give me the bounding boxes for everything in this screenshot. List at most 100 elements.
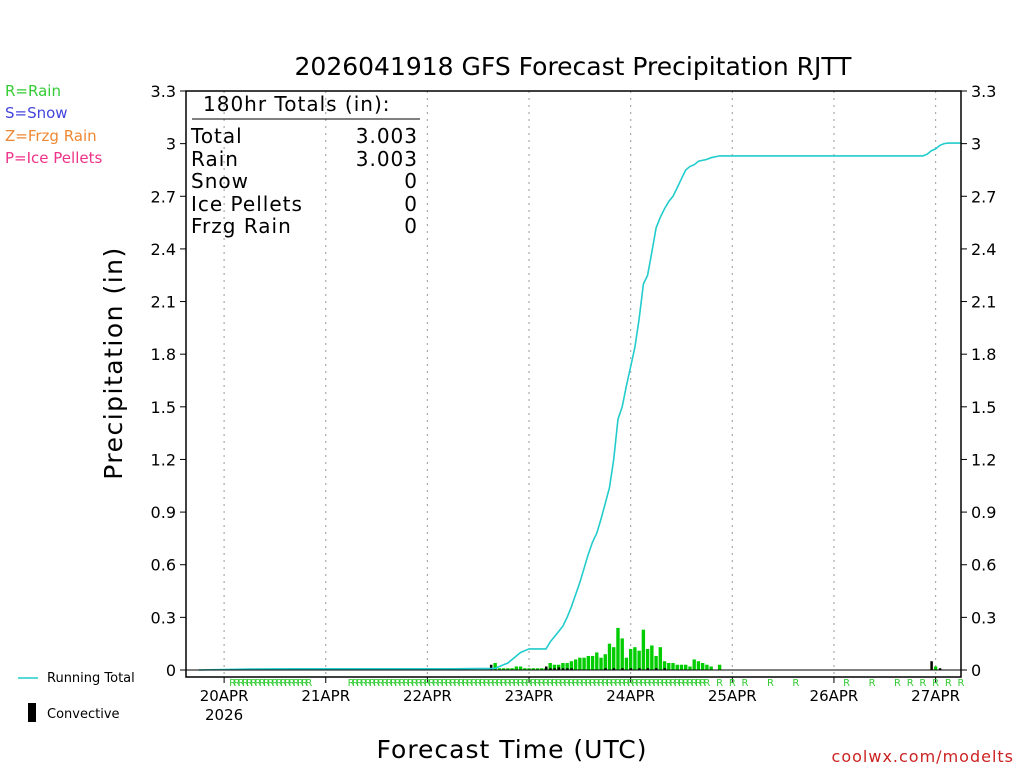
ptype-marker: R [695, 678, 702, 689]
convective-bar [621, 668, 624, 670]
y-axis-label: Precipitation (in) [99, 246, 128, 480]
ptype-marker: R [233, 678, 240, 689]
precip-bar [535, 668, 540, 670]
ptype-marker: R [466, 678, 473, 689]
ptype-marker: R [678, 678, 685, 689]
ptype-marker: R [555, 678, 562, 689]
ptype-marker: R [589, 678, 596, 689]
y-tick-label-right: 0.9 [971, 503, 996, 522]
ptype-marker: R [742, 678, 749, 689]
convective-bar [553, 668, 556, 670]
legend-convective: Convective [47, 707, 120, 722]
x-tick-label: 23APR [505, 687, 554, 705]
precip-bar [650, 645, 654, 670]
ptype-marker: R [767, 678, 774, 689]
y-tick-label-right: 1.5 [971, 398, 996, 417]
ptype-marker: R [598, 678, 605, 689]
x-tick-label: 24APR [606, 687, 655, 705]
totals-label-ice-pellets: Ice Pellets [191, 192, 303, 216]
ptype-marker: R [792, 678, 799, 689]
precip-bar [599, 657, 603, 670]
ptype-marker: R [614, 678, 621, 689]
precip-bar [658, 647, 663, 670]
ptype-marker: R [686, 678, 693, 689]
ptype-marker: R [424, 678, 431, 689]
y-tick-label-right: 1.2 [971, 450, 996, 469]
ptype-marker: R [919, 678, 926, 689]
x-tick-label: 20APR [200, 687, 249, 705]
ptype-marker: R [568, 678, 575, 689]
precip-bar [700, 662, 705, 670]
precip-bar [641, 629, 646, 670]
y-tick-label: 1.8 [151, 345, 176, 364]
precip-bars [493, 627, 938, 670]
ptype-marker: R [564, 678, 571, 689]
ptype-marker: R [420, 678, 427, 689]
y-tick-label: 0.9 [151, 503, 176, 522]
ptype-marker: R [869, 678, 876, 689]
ptype-marker: R [246, 678, 253, 689]
ptype-marker: R [619, 678, 626, 689]
convective-bar [566, 668, 569, 670]
x-tick-label: 21APR [301, 687, 350, 705]
precip-bar [569, 661, 574, 670]
ptype-marker: R [648, 678, 655, 689]
ptype-marker: R [623, 678, 630, 689]
y-tick-label-right: 3.3 [971, 82, 996, 101]
ptype-marker: R [284, 678, 291, 689]
legend-convective-swatch [28, 703, 36, 722]
precip-bar [514, 666, 519, 670]
ptype-marker: R [475, 678, 482, 689]
legend-ice-pellets: P=Ice Pellets [5, 149, 102, 167]
convective-bar [629, 668, 633, 670]
ptype-marker: R [521, 678, 528, 689]
precip-bar [696, 661, 701, 670]
ptype-marker: R [369, 678, 376, 689]
ptype-marker: R [242, 678, 249, 689]
ptype-marker: R [509, 678, 516, 689]
precip-bar [527, 668, 531, 670]
precip-bar [612, 647, 616, 670]
ptype-marker: R [636, 678, 643, 689]
ptype-marker: R [716, 678, 723, 689]
ptype-marker: R [682, 678, 689, 689]
ptype-marker: R [504, 678, 511, 689]
ptype-marker: R [471, 678, 478, 689]
precip-bar [645, 648, 650, 670]
ptype-marker: R [348, 678, 355, 689]
precip-bar [620, 638, 624, 670]
y-tick-label: 3 [166, 135, 176, 154]
precip-bar [493, 662, 497, 670]
ptype-marker: R [657, 678, 664, 689]
x-tick-label: 25APR [708, 687, 757, 705]
precip-bar [616, 627, 620, 670]
precip-bar [497, 668, 502, 670]
ptype-marker: R [271, 678, 278, 689]
ptype-marker: R [437, 678, 444, 689]
precip-bar [628, 648, 633, 670]
ptype-marker: R [894, 678, 901, 689]
ptype-marker: R [305, 678, 312, 689]
precip-bar [709, 666, 713, 670]
ptype-marker: R [513, 678, 520, 689]
ptype-marker: R [441, 678, 448, 689]
ptype-marker: R [500, 678, 507, 689]
ptype-marker: R [259, 678, 266, 689]
y-tick-label: 0.6 [151, 556, 176, 575]
running-total-line [198, 142, 961, 671]
ptype-marker: R [449, 678, 456, 689]
ptype-marker: R [631, 678, 638, 689]
ptype-marker: R [288, 678, 295, 689]
convective-bar [604, 668, 607, 670]
y-tick-label-right: 2.1 [971, 293, 996, 312]
precip-bar [662, 661, 667, 670]
totals-value-snow: 0 [404, 169, 418, 193]
ptype-marker: R [576, 678, 583, 689]
convective-bar [557, 667, 561, 670]
convective-bar [612, 668, 616, 670]
precip-bar [633, 647, 637, 670]
y-tick-label: 2.4 [151, 240, 176, 259]
ptype-marker: R [483, 678, 490, 689]
